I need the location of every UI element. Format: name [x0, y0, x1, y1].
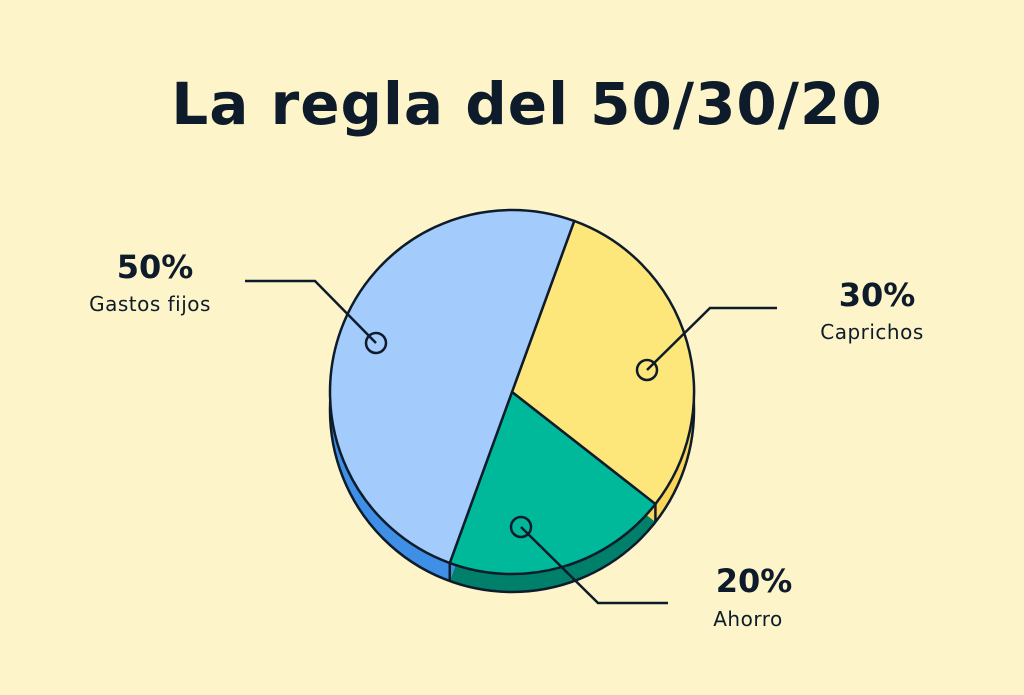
slice-value-label-caprichos: 30% — [838, 276, 916, 314]
leader-marker-1 — [635, 358, 659, 382]
slice-value-label-ahorro: 20% — [715, 562, 793, 600]
leader-marker-0 — [364, 331, 388, 355]
chart-title: La regla del 50/30/20 — [171, 70, 883, 138]
slice-value-label-gastos: 50% — [116, 248, 194, 286]
leader-marker-2 — [509, 515, 533, 539]
slice-label-gastos: Gastos fijos — [89, 292, 211, 316]
slice-label-caprichos: Caprichos — [820, 320, 924, 344]
slice-gastos-fijos — [328, 208, 576, 565]
leader-line-1 — [646, 306, 777, 371]
slice-label-ahorro: Ahorro — [713, 607, 783, 631]
leader-line-2 — [520, 526, 668, 605]
leader-line-0 — [245, 279, 377, 344]
slice-caprichos — [510, 219, 696, 506]
